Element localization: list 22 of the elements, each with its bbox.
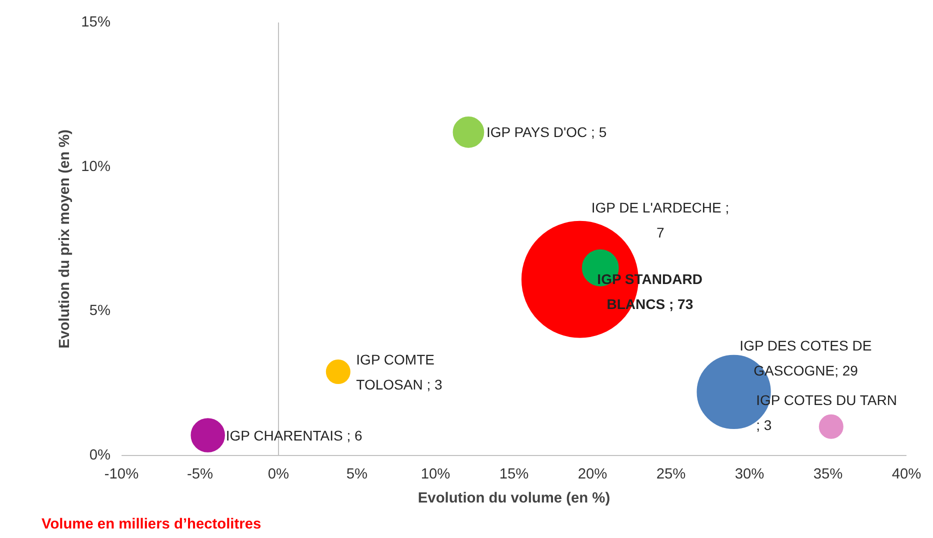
- y-axis-title: Evolution du prix moyen (en %): [57, 129, 74, 349]
- x-tick-label: 15%: [499, 466, 529, 482]
- y-tick-label: 5%: [89, 303, 111, 320]
- x-tick-label: 0%: [268, 466, 290, 482]
- data-label: IGP COMTE TOLOSAN ; 3: [356, 351, 442, 392]
- y-tick-label: 10%: [81, 158, 111, 175]
- y-tick-label: 0%: [89, 448, 111, 464]
- x-tick-label: 10%: [420, 466, 450, 482]
- x-tick-label: -10%: [104, 466, 139, 482]
- data-label: IGP CHARENTAIS ; 6: [226, 427, 362, 444]
- data-label: IGP PAYS D'OC ; 5: [486, 124, 607, 140]
- x-tick-label: 30%: [734, 466, 764, 482]
- y-tick-label: 15%: [81, 14, 111, 30]
- x-axis-title: Evolution du volume (en %): [418, 490, 610, 506]
- x-tick-label: -5%: [186, 466, 214, 482]
- x-tick-label: 5%: [346, 466, 368, 482]
- text: Volume en milliers d’hectolitres: [42, 516, 262, 532]
- x-tick-label: 25%: [656, 466, 686, 482]
- x-tick-label: 40%: [892, 466, 922, 482]
- x-tick-label: 35%: [813, 466, 843, 482]
- x-tick-label: 20%: [578, 466, 608, 482]
- data-label: IGP DE L'ARDECHE ; 7: [591, 199, 730, 240]
